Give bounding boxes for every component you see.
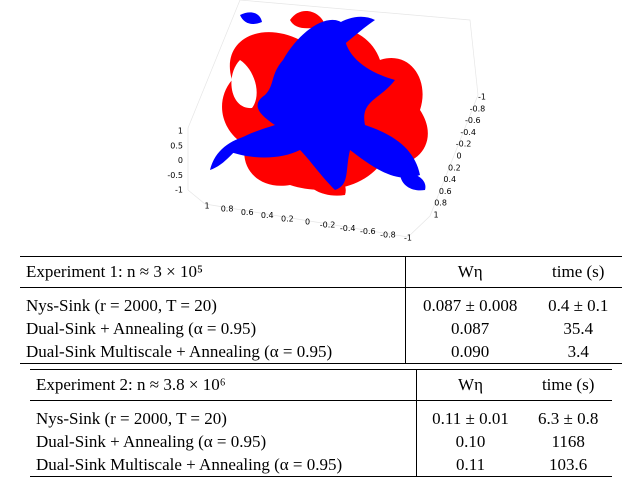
header-cell: time (s) — [541, 375, 595, 394]
x-tick-label: 0.2 — [281, 214, 294, 223]
scatter-3d: 1 0.5 0 -0.5 -1 1 0.8 0.6 0.4 0.2 0 -0.2 -0.4 -0.6 -0.… — [167, 0, 486, 243]
header-cell: Wη — [404, 256, 535, 288]
x-tick-label: 0 — [305, 218, 310, 227]
z-tick-label: 1 — [178, 127, 183, 136]
cell: 1168 — [551, 431, 585, 451]
header-row: Experiment 1: n ≈ 3 × 10⁵ Wη time (s) — [20, 256, 622, 288]
cell: 35.4 — [563, 318, 594, 338]
cell: Nys-Sink (r = 2000, T = 20) — [36, 408, 227, 428]
x-tick-label: -0.6 — [360, 227, 376, 236]
row: Dual-Sink + Annealing (α = 0.95) 0.10 1168 — [30, 430, 612, 453]
header-cell: Wη — [415, 369, 525, 401]
grid — [187, 0, 479, 238]
y-tick-label: 0.4 — [443, 175, 456, 184]
header-row: Experiment 2: n ≈ 3.8 × 10⁶ Wη time (s) — [30, 369, 612, 401]
cell: 3.4 — [567, 341, 589, 361]
z-tick-label: 0 — [178, 156, 183, 165]
y-tick-label: -0.2 — [456, 140, 472, 149]
y-tick-label: -0.4 — [460, 128, 476, 137]
y-tick-label: -0.8 — [470, 104, 486, 113]
y-tick-label: -1 — [478, 93, 486, 102]
y-tick-label: 0 — [456, 152, 461, 161]
y-tick-label: 0.2 — [448, 163, 461, 172]
z-tick-label: -1 — [175, 186, 183, 195]
y-tick-label: 0.6 — [439, 187, 452, 196]
cell: Nys-Sink (r = 2000, T = 20) — [26, 295, 217, 315]
cell: Dual-Sink + Annealing (α = 0.95) — [26, 318, 257, 338]
row: Nys-Sink (r = 2000, T = 20) 0.087 ± 0.008… — [20, 287, 622, 317]
header-cell: Experiment 1: n ≈ 3 × 10⁵ — [26, 262, 203, 281]
cell: 6.3 ± 0.8 — [537, 408, 599, 428]
y-tick-label: 0.8 — [434, 199, 447, 208]
y-tick-label: 1 — [433, 211, 438, 220]
z-tick-label: 0.5 — [170, 141, 183, 150]
table-experiment-1: Experiment 1: n ≈ 3 × 10⁵ Wη time (s) Nys-S… — [20, 256, 622, 364]
x-tick-label: -0.4 — [340, 224, 356, 233]
header-cell: Experiment 2: n ≈ 3.8 × 10⁶ — [36, 375, 226, 394]
x-tick-label: 0.4 — [261, 211, 274, 220]
cell: 0.087 ± 0.008 — [404, 287, 535, 317]
cell: 0.4 ± 0.1 — [548, 295, 609, 315]
row: Nys-Sink (r = 2000, T = 20) 0.11 ± 0.01 6.… — [30, 400, 612, 430]
x-tick-label: -0.2 — [320, 221, 336, 230]
cell: 0.090 — [404, 340, 535, 364]
cell: 0.10 — [415, 430, 525, 453]
cell: 103.6 — [549, 454, 588, 474]
row: Dual-Sink Multiscale + Annealing (α = 0.… — [30, 453, 612, 477]
table-experiment-2: Experiment 2: n ≈ 3.8 × 10⁶ Wη time (s) Nys… — [30, 369, 612, 477]
x-tick-label: 0.8 — [221, 205, 234, 214]
cell: Dual-Sink Multiscale + Annealing (α = 0.… — [26, 341, 333, 361]
cell: Dual-Sink + Annealing (α = 0.95) — [36, 431, 267, 451]
x-tick-label: -0.8 — [380, 230, 396, 239]
cell: 0.11 — [415, 453, 525, 477]
x-tick-label: 1 — [204, 202, 209, 211]
x-tick-label: 0.6 — [241, 208, 254, 217]
row: Dual-Sink + Annealing (α = 0.95) 0.087 35.… — [20, 317, 622, 340]
header-cell: time (s) — [552, 262, 605, 281]
cell: 0.11 ± 0.01 — [415, 400, 525, 430]
cell: Dual-Sink Multiscale + Annealing (α = 0.… — [36, 454, 343, 474]
row: Dual-Sink Multiscale + Annealing (α = 0.… — [20, 340, 622, 364]
y-tick-label: -0.6 — [465, 116, 481, 125]
blue-cloud — [210, 12, 426, 191]
x-tick-label: -1 — [404, 234, 412, 243]
cell: 0.087 — [404, 317, 535, 340]
z-tick-label: -0.5 — [167, 171, 183, 180]
